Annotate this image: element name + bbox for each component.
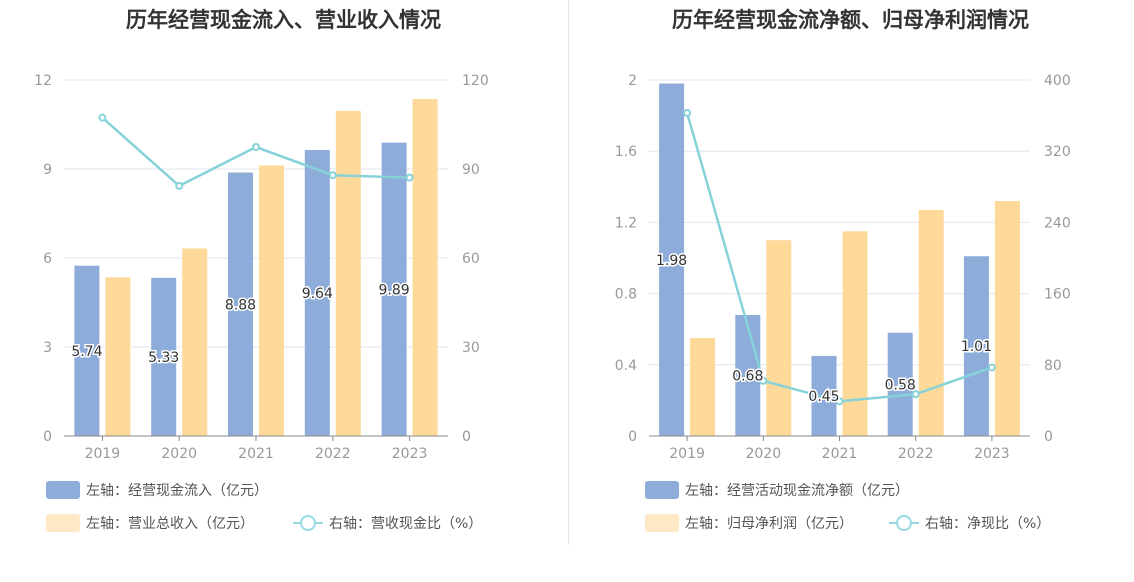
right-axis-tick-label: 320 xyxy=(1044,144,1071,160)
left-axis-tick-label: 1.6 xyxy=(615,144,637,160)
bar xyxy=(735,314,761,436)
right-axis-tick-label: 240 xyxy=(1044,215,1071,231)
x-axis-tick-label: 2021 xyxy=(822,446,858,462)
legend-item-net-profit[interactable]: 左轴：归母净利润（亿元） xyxy=(645,513,853,533)
bar-data-label: 9.89 xyxy=(379,282,410,298)
legend-swatch xyxy=(645,481,679,499)
x-axis-tick-label: 2023 xyxy=(974,446,1010,462)
bar xyxy=(918,209,944,436)
x-axis-tick-label: 2022 xyxy=(898,446,934,462)
bar xyxy=(228,172,253,436)
ratio-line xyxy=(101,116,410,188)
legend-item-revenue-cash-ratio[interactable]: 右轴：营收现金比（%） xyxy=(293,513,482,533)
legend-label: 左轴：营业总收入（亿元） xyxy=(86,516,254,532)
ratio-point xyxy=(252,143,260,152)
bar xyxy=(381,142,407,436)
x-axis-tick-label: 2022 xyxy=(315,446,351,462)
legend-item-cash-inflow[interactable]: 左轴：经营现金流入（亿元） xyxy=(46,480,268,500)
bar xyxy=(842,231,868,436)
right-axis-tick-label: 160 xyxy=(1044,287,1071,303)
x-axis-tick-label: 2021 xyxy=(238,446,274,462)
x-axis-tick-label: 2020 xyxy=(161,446,197,462)
legend-swatch xyxy=(46,514,80,532)
bar-data-label: 1.01 xyxy=(961,339,992,355)
legend-line-icon xyxy=(293,514,323,532)
ratio-line xyxy=(685,112,993,403)
left-axis-tick-label: 9 xyxy=(43,162,52,178)
ratio-point xyxy=(405,173,414,182)
bar-data-label: 8.88 xyxy=(225,297,256,313)
x-axis-tick-label: 2019 xyxy=(85,446,121,462)
left-axis-tick-label: 0 xyxy=(43,429,52,445)
ratio-point xyxy=(98,113,107,122)
legend-label: 左轴：经营现金流入（亿元） xyxy=(86,483,268,499)
x-axis-tick-label: 2020 xyxy=(745,446,781,462)
ratio-point xyxy=(987,363,996,372)
ratio-point xyxy=(759,376,768,385)
bar xyxy=(994,201,1020,436)
bar xyxy=(412,98,438,436)
bar xyxy=(182,248,208,436)
bar xyxy=(259,165,284,436)
right-axis-tick-label: 0 xyxy=(462,429,471,445)
chart-plot-net-cashflow-profit: 0 0.4 0.8 1.2 1.6 2 0 80 160 240 320 400 2019 2020 202… xyxy=(615,73,1071,462)
legend-label: 右轴：净现比（%） xyxy=(925,516,1051,532)
bar xyxy=(151,277,177,436)
right-axis-tick-label: 90 xyxy=(462,162,480,178)
legend-label: 左轴：经营活动现金流净额（亿元） xyxy=(685,483,909,499)
bar xyxy=(105,277,131,436)
legend-swatch xyxy=(46,481,80,499)
bar-data-label: 0.58 xyxy=(885,377,916,393)
legend-item-net-cash-ratio[interactable]: 右轴：净现比（%） xyxy=(889,513,1050,533)
legend-item-revenue[interactable]: 左轴：营业总收入（亿元） xyxy=(46,513,254,533)
ratio-point xyxy=(328,171,337,180)
left-axis-tick-label: 0.8 xyxy=(615,287,637,303)
legend-line-icon xyxy=(889,514,919,532)
bar-data-label: 9.64 xyxy=(302,286,333,302)
x-axis-tick-label: 2019 xyxy=(669,446,705,462)
left-axis-tick-label: 0.4 xyxy=(615,358,637,374)
right-axis-tick-label: 120 xyxy=(462,73,489,89)
bar-data-label: 5.33 xyxy=(148,350,179,366)
left-axis-tick-label: 2 xyxy=(628,73,637,89)
chart-panel-net-cashflow-profit: 历年经营现金流净额、归母净利润情况 0 0.4 0.8 1.2 1.6 2 0 80 160 24… xyxy=(567,0,1134,582)
chart-panel-cashflow-revenue: 历年经营现金流入、营业收入情况 0 3 6 9 12 0 30 60 90 120 2019 2020… xyxy=(34,8,489,533)
right-axis-tick-label: 80 xyxy=(1044,358,1062,374)
bar xyxy=(659,83,685,436)
legend-label: 右轴：营收现金比（%） xyxy=(329,516,483,532)
ratio-point xyxy=(835,397,844,406)
bar xyxy=(887,332,913,436)
bar xyxy=(690,338,716,436)
left-axis-tick-label: 12 xyxy=(34,73,52,89)
right-axis-tick-label: 400 xyxy=(1044,73,1071,89)
bar xyxy=(74,265,100,436)
bar xyxy=(963,256,989,436)
bar-data-label: 0.68 xyxy=(732,368,763,384)
panel-divider xyxy=(568,0,569,545)
right-axis-tick-label: 0 xyxy=(1044,429,1053,445)
left-axis-tick-label: 0 xyxy=(628,429,637,445)
legend-swatch xyxy=(645,514,679,532)
legend-item-net-operating-cashflow[interactable]: 左轴：经营活动现金流净额（亿元） xyxy=(645,480,909,500)
x-axis-tick-label: 2023 xyxy=(392,446,428,462)
chart-title: 历年经营现金流净额、归母净利润情况 xyxy=(672,8,1029,32)
ratio-point xyxy=(175,181,184,190)
bar-data-label: 0.45 xyxy=(808,389,839,405)
bar xyxy=(335,110,361,436)
right-axis-tick-label: 30 xyxy=(462,340,480,356)
ratio-point xyxy=(911,390,920,399)
legend-label: 左轴：归母净利润（亿元） xyxy=(685,516,853,532)
left-axis-tick-label: 1.2 xyxy=(615,215,637,231)
ratio-point xyxy=(683,108,692,117)
bar-data-label: 1.98 xyxy=(656,253,687,269)
bar-data-label: 5.74 xyxy=(71,344,102,360)
bar xyxy=(304,150,330,436)
bar xyxy=(766,240,792,436)
chart-title: 历年经营现金流入、营业收入情况 xyxy=(126,8,441,32)
right-axis-tick-label: 60 xyxy=(462,251,480,267)
left-axis-tick-label: 3 xyxy=(43,340,52,356)
left-axis-tick-label: 6 xyxy=(43,251,52,267)
